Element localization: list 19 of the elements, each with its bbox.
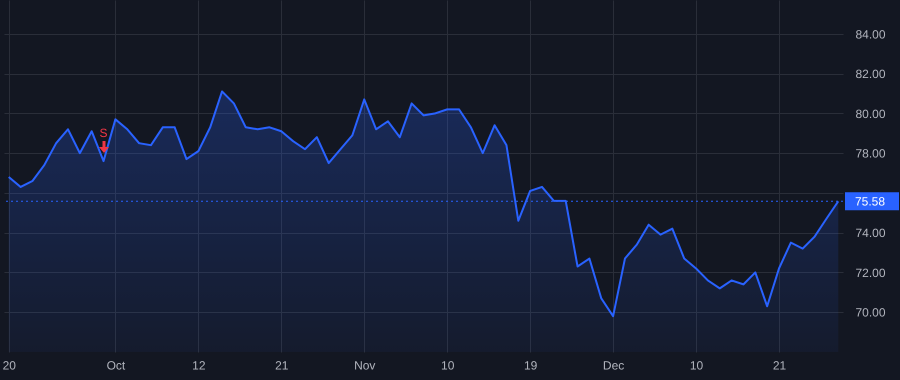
x-tick-label: 12 [192,358,206,372]
x-tick-label: Dec [602,358,624,372]
ref-line-label: 75.58 [855,194,886,208]
x-tick-label: 21 [275,358,289,372]
y-tick-label: 82.00 [856,67,886,82]
x-tick-label: Nov [354,358,376,372]
x-tick-label: 10 [441,358,455,372]
y-tick-label: 72.00 [856,266,886,280]
y-tick-label: 84.00 [856,27,886,42]
y-tick-label: 80.00 [856,106,886,121]
x-tick-label: Oct [106,358,126,372]
y-tick-label: 78.00 [856,146,886,161]
annotation: S [100,126,108,140]
y-tick-label: 74.00 [856,226,886,240]
x-tick-label: 21 [772,358,787,372]
y-tick-label: 70.00 [856,306,886,320]
x-tick-label: 19 [524,358,538,372]
x-tick-label: 10 [690,358,704,372]
x-tick-label: 20 [2,358,16,372]
